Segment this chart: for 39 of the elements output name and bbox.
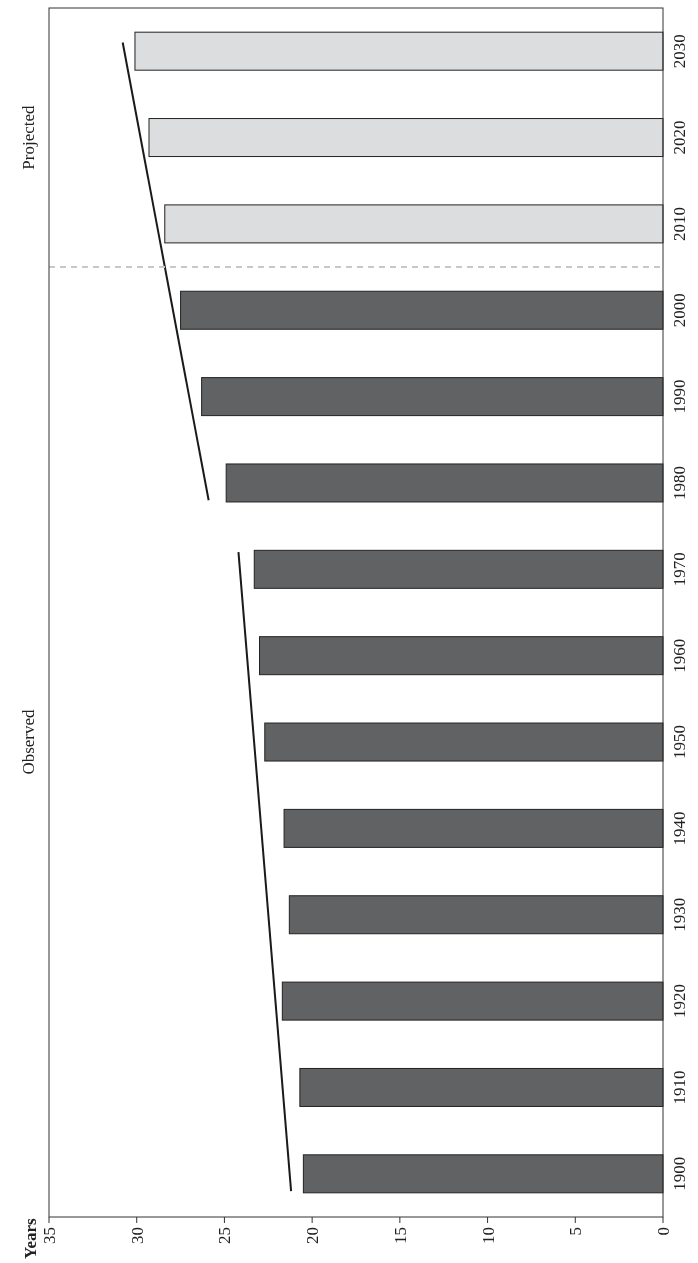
y-tick-label: 1930 bbox=[670, 897, 689, 932]
y-tick-label: 1970 bbox=[670, 552, 689, 587]
x-tick-label: 0 bbox=[653, 1227, 673, 1236]
y-tick-label: 2030 bbox=[670, 34, 689, 69]
bar bbox=[283, 808, 664, 848]
y-tick-label: 1990 bbox=[670, 379, 689, 414]
bar bbox=[253, 549, 664, 589]
x-tick-label: 20 bbox=[303, 1227, 323, 1244]
bar bbox=[302, 1154, 664, 1194]
bar bbox=[201, 377, 664, 417]
y-tick-label: 1920 bbox=[670, 984, 689, 1019]
x-tick-label: 10 bbox=[478, 1227, 498, 1244]
y-tick-label: 1910 bbox=[670, 1070, 689, 1105]
bar bbox=[264, 722, 664, 762]
y-tick-label: 1900 bbox=[670, 1156, 689, 1191]
bar bbox=[148, 118, 664, 158]
text: Observed bbox=[19, 708, 38, 775]
y-tick-label: 2010 bbox=[670, 206, 689, 241]
y-tick-label: 1940 bbox=[670, 811, 689, 846]
y-tick-label: 1950 bbox=[670, 725, 689, 760]
bar bbox=[134, 31, 664, 71]
y-tick-label: 1960 bbox=[670, 638, 689, 673]
x-tick-label: 35 bbox=[39, 1227, 59, 1244]
x-tick-label: 30 bbox=[127, 1227, 147, 1244]
y-tick-label: 2000 bbox=[670, 293, 689, 328]
x-tick-label: 5 bbox=[566, 1227, 586, 1236]
y-tick-label: 2020 bbox=[670, 120, 689, 155]
bar bbox=[225, 463, 664, 503]
text: Projected bbox=[19, 104, 38, 170]
y-tick-label: 1980 bbox=[670, 465, 689, 500]
x-tick-label: 25 bbox=[215, 1227, 235, 1244]
bar bbox=[259, 636, 664, 676]
bar bbox=[299, 1067, 664, 1107]
bar bbox=[180, 290, 664, 330]
x-tick-label: 15 bbox=[390, 1227, 410, 1244]
bar bbox=[281, 981, 664, 1021]
y-axis-title: Years bbox=[21, 1218, 40, 1259]
bar bbox=[164, 204, 664, 244]
bar bbox=[288, 895, 664, 935]
